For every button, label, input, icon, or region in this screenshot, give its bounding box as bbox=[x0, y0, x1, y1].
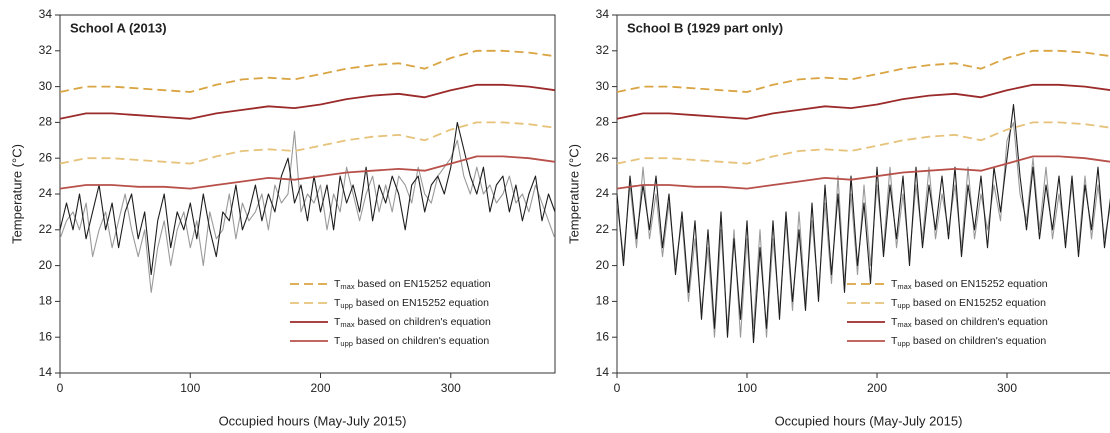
y-tick-label: 14 bbox=[596, 365, 610, 379]
threshold-line bbox=[60, 121, 555, 165]
legend-description: based on children's equation bbox=[355, 316, 491, 328]
threshold-line bbox=[60, 83, 555, 120]
x-tick-label: 100 bbox=[737, 381, 757, 395]
legend-subscript: max bbox=[340, 320, 354, 329]
legend-symbol: T bbox=[334, 335, 341, 347]
y-tick-label: 24 bbox=[596, 186, 610, 200]
y-tick-label: 18 bbox=[39, 294, 53, 308]
y-tick-label: 24 bbox=[39, 186, 53, 200]
x-tick-label: 300 bbox=[441, 381, 461, 395]
legend-subscript: max bbox=[897, 320, 911, 329]
legend-subscript: upp bbox=[340, 301, 353, 310]
y-tick-label: 20 bbox=[39, 258, 53, 272]
legend-subscript: max bbox=[897, 282, 911, 291]
y-tick-label: 16 bbox=[596, 329, 610, 343]
legend-description: based on children's equation bbox=[910, 335, 1046, 347]
y-axis-label: Temperature (°C) bbox=[566, 144, 581, 244]
y-axis-label: Temperature (°C) bbox=[9, 144, 24, 244]
threshold-line bbox=[617, 83, 1110, 120]
chart-panel: 14 16 18 20 22 24 26 28 30 32 34 0 100 200 300 Occupied… bbox=[9, 7, 556, 428]
y-tick-label: 32 bbox=[596, 43, 610, 57]
x-tick-label: 300 bbox=[997, 381, 1017, 395]
y-tick-label: 14 bbox=[39, 365, 53, 379]
legend-description: based on EN15252 equation bbox=[353, 297, 489, 309]
legend-subscript: max bbox=[340, 282, 354, 291]
threshold-line bbox=[617, 155, 1110, 190]
legend-subscript: upp bbox=[897, 301, 910, 310]
legend-subscript: upp bbox=[897, 339, 910, 348]
legend-symbol: T bbox=[891, 278, 898, 290]
y-tick-label: 28 bbox=[596, 115, 610, 129]
legend-label: Tmax based on children's equation bbox=[334, 316, 491, 329]
series-lines bbox=[60, 49, 555, 293]
legend-symbol: T bbox=[334, 297, 341, 309]
y-tick-label: 28 bbox=[39, 115, 53, 129]
threshold-line bbox=[60, 49, 555, 93]
y-tick-label: 22 bbox=[596, 222, 610, 236]
legend-label: Tupp based on children's equation bbox=[334, 335, 489, 348]
y-tick-label: 32 bbox=[39, 43, 53, 57]
y-tick-label: 26 bbox=[596, 150, 610, 164]
x-tick-label: 200 bbox=[867, 381, 887, 395]
threshold-line bbox=[60, 155, 555, 190]
legend-subscript: upp bbox=[340, 339, 353, 348]
legend-label: Tmax based on EN15252 equation bbox=[891, 278, 1048, 291]
legend-label: Tmax based on children's equation bbox=[891, 316, 1048, 329]
legend-description: based on EN15252 equation bbox=[912, 278, 1048, 290]
legend-description: based on children's equation bbox=[912, 316, 1048, 328]
legend-symbol: T bbox=[891, 335, 898, 347]
y-tick-label: 34 bbox=[596, 7, 610, 21]
x-tick-label: 100 bbox=[180, 381, 200, 395]
legend-label: Tupp based on children's equation bbox=[891, 335, 1046, 348]
x-tick-label: 0 bbox=[614, 381, 621, 395]
legend-description: based on EN15252 equation bbox=[355, 278, 491, 290]
y-tick-label: 26 bbox=[39, 150, 53, 164]
legend-label: Tupp based on EN15252 equation bbox=[334, 297, 489, 310]
x-axis-label: Occupied hours (May-July 2015) bbox=[775, 413, 963, 428]
threshold-line bbox=[617, 121, 1110, 165]
measured-line bbox=[60, 130, 555, 293]
legend-symbol: T bbox=[334, 316, 341, 328]
panel-title: School A (2013) bbox=[70, 20, 167, 35]
y-tick-label: 20 bbox=[596, 258, 610, 272]
series-lines bbox=[617, 49, 1110, 344]
legend-description: based on children's equation bbox=[353, 335, 489, 347]
legend-description: based on EN15252 equation bbox=[910, 297, 1046, 309]
legend-symbol: T bbox=[891, 316, 898, 328]
legend-label: Tmax based on EN15252 equation bbox=[334, 278, 491, 291]
x-axis-label: Occupied hours (May-July 2015) bbox=[219, 413, 407, 428]
threshold-line bbox=[617, 49, 1110, 93]
y-tick-label: 18 bbox=[596, 294, 610, 308]
y-tick-label: 16 bbox=[39, 329, 53, 343]
legend-symbol: T bbox=[891, 297, 898, 309]
x-tick-label: 0 bbox=[57, 381, 64, 395]
measured-line bbox=[60, 121, 555, 276]
legend-label: Tupp based on EN15252 equation bbox=[891, 297, 1046, 310]
legend-symbol: T bbox=[334, 278, 341, 290]
x-tick-label: 200 bbox=[311, 381, 331, 395]
panel-title: School B (1929 part only) bbox=[627, 20, 783, 35]
y-tick-label: 34 bbox=[39, 7, 53, 21]
y-tick-label: 22 bbox=[39, 222, 53, 236]
y-tick-label: 30 bbox=[596, 79, 610, 93]
chart-panel: 14 16 18 20 22 24 26 28 30 32 34 0 100 200 300 Occupied… bbox=[566, 7, 1110, 428]
y-tick-label: 30 bbox=[39, 79, 53, 93]
measured-line bbox=[617, 103, 1110, 344]
